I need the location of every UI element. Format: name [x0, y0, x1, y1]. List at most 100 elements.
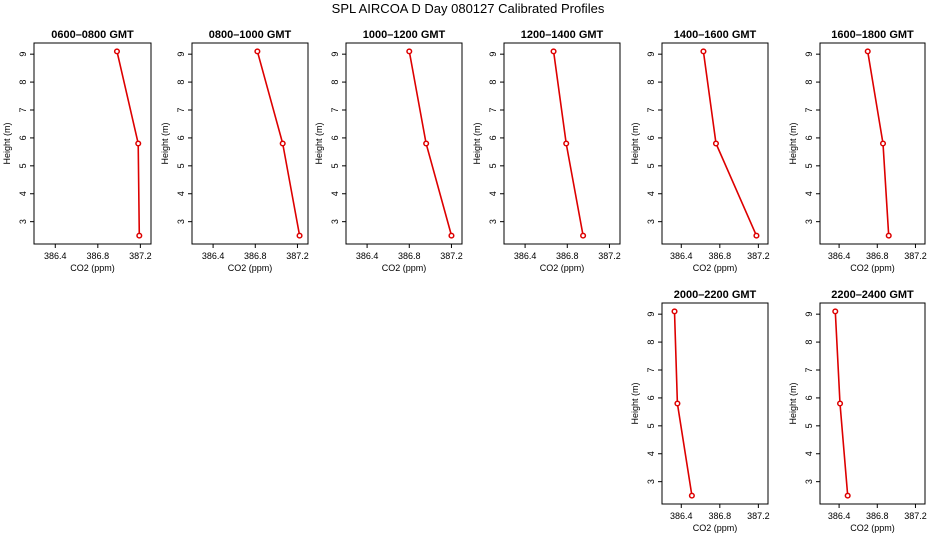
chart-2-data-point	[423, 140, 430, 147]
chart-1-xtick-label: 386.4	[202, 251, 225, 261]
chart-3-ytick-label: 7	[488, 107, 498, 112]
chart-7-ytick-label: 4	[804, 451, 814, 456]
chart-0-ytick-label: 8	[18, 80, 28, 85]
figure-title: SPL AIRCOA D Day 080127 Calibrated Profi…	[331, 1, 605, 16]
chart-5-ytick-label: 5	[804, 163, 814, 168]
chart-0-data-point	[113, 48, 121, 55]
chart-0-xtick-label: 386.8	[87, 251, 110, 261]
chart-1-xtick-label: 387.2	[286, 251, 309, 261]
chart-3-ytick-label: 8	[488, 80, 498, 85]
chart-0-plot-frame	[33, 42, 152, 245]
chart-5-ytick-label: 3	[804, 219, 814, 224]
chart-7-xlabel: CO2 (ppm)	[850, 523, 895, 533]
chart-5-data-point	[885, 232, 892, 239]
chart-5-xtick-label: 386.4	[828, 251, 851, 261]
chart-1-ytick-label: 9	[176, 52, 186, 57]
chart-4-data-point	[753, 232, 760, 239]
chart-2-data-point	[448, 232, 455, 239]
chart-6-xlabel: CO2 (ppm)	[693, 523, 738, 533]
chart-1-data-point	[254, 48, 261, 55]
chart-5-ytick-label: 8	[804, 80, 814, 85]
chart-4-data-point	[700, 48, 707, 55]
chart-7-data-point	[844, 492, 851, 499]
chart-4-ylabel: Height (m)	[630, 122, 640, 164]
chart-7-ytick-label: 8	[804, 340, 814, 345]
chart-3-ytick-label: 9	[488, 52, 498, 57]
chart-0-title: 0600–0800 GMT	[51, 29, 134, 41]
chart-5-title: 1600–1800 GMT	[831, 29, 914, 41]
chart-6-ylabel: Height (m)	[630, 382, 640, 424]
chart-1-ytick-label: 6	[176, 135, 186, 140]
chart-4-ytick-label: 5	[646, 163, 656, 168]
chart-7-xtick-label: 386.4	[828, 511, 851, 521]
chart-3-ytick-label: 5	[488, 163, 498, 168]
chart-5-data-point	[864, 48, 871, 55]
chart-6-xtick-label: 386.4	[670, 511, 693, 521]
chart-1-ytick-label: 4	[176, 191, 186, 196]
chart-2-series-line	[408, 51, 453, 236]
chart-7-data-point	[836, 400, 844, 407]
chart-6-xtick-label: 386.8	[709, 511, 732, 521]
chart-2-xtick-label: 386.4	[356, 251, 379, 261]
chart-2-ylabel: Height (m)	[314, 122, 324, 164]
chart-0-data-point	[136, 232, 143, 239]
chart-3-ytick-label: 3	[488, 219, 498, 224]
chart-6-plot-frame	[661, 302, 769, 505]
chart-4-series-line	[702, 51, 758, 236]
chart-6-ytick-label: 4	[646, 451, 656, 456]
chart-5-ytick-label: 4	[804, 191, 814, 196]
chart-6-ytick-label: 6	[646, 395, 656, 400]
chart-4-xtick-label: 387.2	[747, 251, 770, 261]
chart-6-data-point	[688, 492, 695, 499]
chart-4-xtick-label: 386.8	[709, 251, 732, 261]
chart-4-title: 1400–1600 GMT	[674, 29, 757, 41]
chart-5-xtick-label: 386.8	[866, 251, 889, 261]
chart-3-xtick-label: 386.8	[556, 251, 579, 261]
chart-2-plot-frame	[345, 42, 463, 245]
chart-6-title: 2000–2200 GMT	[674, 289, 757, 301]
chart-2-title: 1000–1200 GMT	[363, 29, 446, 41]
chart-1-data-point	[296, 232, 303, 239]
chart-2-ytick-label: 5	[330, 163, 340, 168]
chart-0-xlabel: CO2 (ppm)	[70, 263, 115, 273]
chart-6-data-point	[671, 308, 678, 315]
chart-7-ytick-label: 7	[804, 367, 814, 372]
chart-7-title: 2200–2400 GMT	[831, 289, 914, 301]
chart-0-ytick-label: 5	[18, 163, 28, 168]
chart-3-ytick-label: 6	[488, 135, 498, 140]
chart-2-xtick-label: 387.2	[440, 251, 463, 261]
chart-3-ytick-label: 4	[488, 191, 498, 196]
chart-6-data-point	[674, 400, 681, 407]
chart-7-ytick-label: 5	[804, 423, 814, 428]
chart-5-xlabel: CO2 (ppm)	[850, 263, 895, 273]
chart-4-ytick-label: 3	[646, 219, 656, 224]
chart-0-ytick-label: 7	[18, 107, 28, 112]
chart-7-ytick-label: 9	[804, 312, 814, 317]
chart-5-ytick-label: 6	[804, 135, 814, 140]
chart-4-ytick-label: 4	[646, 191, 656, 196]
chart-5-ylabel: Height (m)	[788, 122, 798, 164]
chart-1-ytick-label: 7	[176, 107, 186, 112]
chart-3-data-point	[550, 48, 557, 55]
chart-0-ytick-label: 4	[18, 191, 28, 196]
chart-5-ytick-label: 9	[804, 52, 814, 57]
chart-1-title: 0800–1000 GMT	[209, 29, 292, 41]
chart-1-xlabel: CO2 (ppm)	[228, 263, 273, 273]
chart-0-ylabel: Height (m)	[2, 122, 12, 164]
chart-4-plot-frame	[661, 42, 769, 245]
chart-7-plot-frame	[819, 302, 926, 505]
chart-4-ytick-label: 6	[646, 135, 656, 140]
chart-2-ytick-label: 6	[330, 135, 340, 140]
chart-1-ytick-label: 8	[176, 80, 186, 85]
chart-5-xtick-label: 387.2	[904, 251, 927, 261]
chart-2-ytick-label: 8	[330, 80, 340, 85]
chart-2-ytick-label: 3	[330, 219, 340, 224]
chart-1-ytick-label: 3	[176, 219, 186, 224]
chart-5-data-point	[879, 140, 887, 147]
chart-6-ytick-label: 8	[646, 340, 656, 345]
chart-4-data-point	[712, 140, 720, 147]
chart-0-ytick-label: 6	[18, 135, 28, 140]
chart-4-xtick-label: 386.4	[670, 251, 693, 261]
chart-6-ytick-label: 7	[646, 367, 656, 372]
